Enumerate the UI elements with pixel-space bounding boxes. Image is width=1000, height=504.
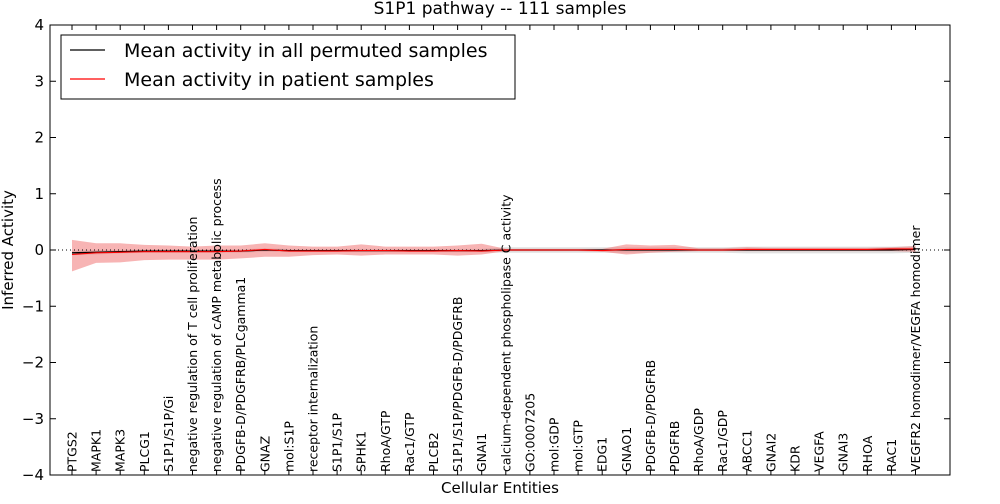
x-tick-label: mol:S1P: [281, 421, 296, 472]
x-tick-label: RhoA/GDP: [691, 408, 706, 472]
x-tick-label: negative regulation of cAMP metabolic pr…: [209, 178, 224, 472]
legend: Mean activity in all permuted samples Me…: [60, 34, 516, 100]
x-tick-label: GNAZ: [257, 436, 272, 472]
y-axis: −4 −3 −2 −1 0 1 2 3 4: [22, 16, 950, 484]
x-tick-label: GNAI2: [763, 433, 778, 472]
y-tick-label: −2: [22, 354, 44, 372]
x-tick-label: MAPK3: [113, 429, 128, 472]
x-tick-label: PTGS2: [65, 431, 80, 472]
x-axis: PTGS2 MAPK1 MAPK3 PLCG1 S1P1/S1P/Gi negative …: [65, 25, 923, 475]
legend-label-permuted: Mean activity in all permuted samples: [124, 40, 487, 62]
x-tick-label: mol:GTP: [571, 420, 586, 472]
y-tick-label: −4: [22, 466, 44, 484]
x-tick-label: VEGFA: [812, 431, 827, 472]
chart-title: S1P1 pathway -- 111 samples: [374, 0, 627, 19]
x-tick-label: MAPK1: [89, 429, 104, 472]
x-tick-label: Rac1/GDP: [715, 410, 730, 472]
x-tick-label: GNAI3: [836, 433, 851, 472]
x-axis-label: Cellular Entities: [441, 479, 559, 497]
x-tick-label: S1P1/S1P: [330, 413, 345, 472]
y-axis-label: Inferred Activity: [0, 190, 17, 310]
x-tick-label: GNAI1: [474, 433, 489, 472]
x-tick-label: RhoA/GTP: [378, 410, 393, 472]
series-lines: [50, 248, 950, 256]
x-tick-label: calcium-dependent phospholipase C activi…: [498, 194, 513, 472]
x-tick-label: RHOA: [860, 435, 875, 472]
x-tick-label: PDGFB-D/PDGFRB/PLCgamma1: [233, 277, 248, 472]
x-tick-label: SPHK1: [354, 431, 369, 472]
legend-label-patient: Mean activity in patient samples: [124, 69, 434, 91]
x-tick-label: ABCC1: [739, 430, 754, 472]
y-tick-label: 4: [34, 16, 44, 34]
x-tick-label: mol:GDP: [547, 417, 562, 472]
x-tick-label: Rac1/GTP: [402, 412, 417, 472]
y-tick-label: 2: [34, 129, 44, 147]
x-tick-label: PDGFRB: [667, 421, 682, 472]
x-tick-label: EDG1: [595, 437, 610, 472]
x-tick-label: PLCG1: [137, 431, 152, 472]
x-tick-label: PLCB2: [426, 432, 441, 472]
legend-box: [60, 34, 516, 100]
x-tick-label: negative regulation of T cell proliferat…: [185, 217, 200, 472]
x-tick-label: GNAO1: [619, 427, 634, 472]
y-tick-label: −1: [22, 297, 44, 315]
y-tick-label: −3: [22, 410, 44, 428]
x-tick-label: S1P1/S1P/PDGFB-D/PDGFRB: [450, 297, 465, 473]
confidence-band-patient: [72, 239, 916, 272]
series-line-patient: [71, 248, 916, 256]
x-tick-label: GO:0007205: [522, 393, 537, 472]
x-tick-label: RAC1: [884, 439, 899, 472]
y-tick-label: 0: [34, 241, 44, 259]
x-tick-label: PDGFB-D/PDGFRB: [643, 360, 658, 472]
x-tick-label: KDR: [788, 445, 803, 472]
x-tick-label: receptor internalization: [306, 326, 321, 472]
x-tick-label: VEGFR2 homodimer/VEGFA homodimer: [908, 225, 923, 472]
y-tick-label: 1: [34, 185, 44, 203]
x-tick-label: S1P1/S1P/Gi: [161, 396, 176, 472]
y-tick-label: 3: [34, 72, 44, 90]
